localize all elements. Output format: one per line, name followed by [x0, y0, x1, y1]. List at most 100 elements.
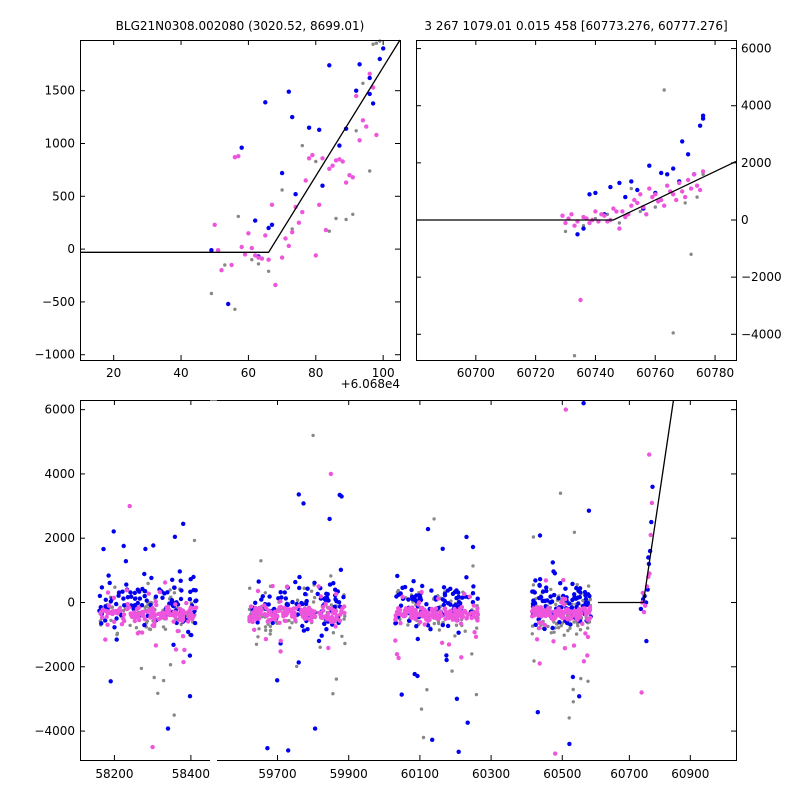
- blue-data-point: [187, 653, 193, 658]
- gray-data-point: [683, 201, 687, 205]
- magenta-data-point: [152, 620, 157, 625]
- gray-data-point: [329, 574, 333, 578]
- gray-data-point: [257, 627, 261, 631]
- magenta-data-point: [249, 245, 254, 251]
- magenta-data-point: [473, 615, 479, 620]
- magenta-data-point: [473, 634, 479, 639]
- magenta-data-point: [475, 606, 480, 611]
- magenta-data-point: [215, 248, 221, 253]
- bottom-points: [97, 401, 655, 756]
- blue-data-point: [179, 588, 184, 593]
- magenta-data-point: [142, 616, 147, 622]
- blue-data-point: [542, 626, 547, 632]
- magenta-data-point: [111, 595, 117, 600]
- blue-data-point: [188, 589, 193, 594]
- magenta-data-point: [614, 209, 619, 214]
- x-tick-label: 60900: [671, 767, 709, 781]
- magenta-data-point: [396, 606, 401, 611]
- model-fit-line: [80, 39, 401, 253]
- magenta-data-point: [360, 118, 366, 123]
- gray-data-point: [552, 630, 556, 634]
- blue-data-point: [290, 114, 295, 120]
- bottom-frame: [80, 400, 737, 761]
- top-left-panel: BLG21N0308.002080 (3020.52, 8699.01) 20 4…: [34, 19, 401, 391]
- blue-data-point: [120, 589, 125, 594]
- magenta-data-point: [337, 157, 342, 162]
- magenta-data-point: [186, 614, 192, 620]
- blue-data-point: [623, 194, 628, 200]
- magenta-data-point: [397, 610, 402, 616]
- magenta-data-point: [185, 619, 191, 624]
- blue-data-point: [300, 623, 305, 629]
- magenta-data-point: [436, 612, 441, 618]
- magenta-data-point: [212, 222, 217, 227]
- blue-data-point: [458, 601, 463, 606]
- gray-data-point: [586, 584, 591, 588]
- gray-data-point: [290, 227, 294, 231]
- blue-data-point: [381, 46, 386, 51]
- gray-data-point: [629, 186, 633, 191]
- magenta-data-point: [467, 612, 472, 617]
- gray-data-point: [581, 224, 586, 228]
- gray-data-point: [572, 354, 577, 358]
- magenta-data-point: [574, 617, 579, 622]
- blue-data-point: [406, 618, 412, 623]
- magenta-data-point: [278, 638, 283, 643]
- magenta-data-point: [99, 615, 105, 620]
- gray-data-point: [374, 41, 379, 45]
- top-right-model-line: [416, 160, 737, 221]
- magenta-data-point: [401, 614, 406, 619]
- magenta-data-point: [448, 613, 454, 618]
- magenta-data-point: [250, 616, 255, 621]
- blue-data-point: [101, 546, 106, 552]
- magenta-data-point: [338, 612, 343, 617]
- blue-data-point: [111, 529, 116, 534]
- x-tick-label: 60: [241, 366, 256, 380]
- magenta-data-point: [151, 614, 157, 619]
- bottom-model-line: [597, 399, 675, 604]
- gray-data-point: [318, 645, 322, 649]
- gray-data-point: [559, 624, 563, 628]
- blue-data-point: [398, 603, 404, 608]
- magenta-data-point: [462, 591, 467, 597]
- magenta-data-point: [153, 643, 159, 648]
- magenta-data-point: [140, 610, 146, 616]
- magenta-data-point: [422, 622, 427, 627]
- blue-data-point: [430, 737, 435, 742]
- magenta-data-point: [650, 194, 655, 200]
- gray-data-point: [419, 707, 424, 711]
- magenta-data-point: [190, 613, 196, 618]
- gray-data-point: [250, 258, 254, 262]
- magenta-data-point: [641, 609, 647, 615]
- magenta-data-point: [269, 612, 274, 618]
- blue-data-point: [284, 601, 290, 607]
- gray-data-point: [128, 623, 132, 628]
- magenta-data-point: [305, 609, 311, 614]
- blue-data-point: [441, 602, 446, 608]
- magenta-data-point: [442, 606, 448, 611]
- blue-data-point: [270, 620, 275, 626]
- magenta-data-point: [680, 189, 685, 194]
- x-tick-label: 60300: [472, 767, 510, 781]
- blue-data-point: [465, 720, 470, 725]
- magenta-data-point: [367, 71, 372, 77]
- gray-data-point: [474, 692, 479, 697]
- blue-data-point: [406, 597, 411, 602]
- magenta-data-point: [694, 183, 700, 188]
- blue-data-point: [305, 586, 310, 591]
- blue-data-point: [398, 591, 403, 596]
- blue-data-point: [259, 597, 264, 602]
- blue-data-point: [638, 606, 644, 612]
- magenta-data-point: [536, 609, 541, 614]
- gray-data-point: [421, 735, 426, 740]
- magenta-data-point: [300, 611, 305, 616]
- magenta-data-point: [313, 253, 318, 258]
- magenta-data-point: [151, 623, 157, 629]
- magenta-data-point: [273, 282, 278, 288]
- magenta-data-point: [173, 647, 179, 652]
- blue-data-point: [550, 625, 555, 631]
- gray-data-point: [161, 625, 166, 629]
- blue-data-point: [333, 597, 338, 602]
- blue-data-point: [165, 726, 171, 731]
